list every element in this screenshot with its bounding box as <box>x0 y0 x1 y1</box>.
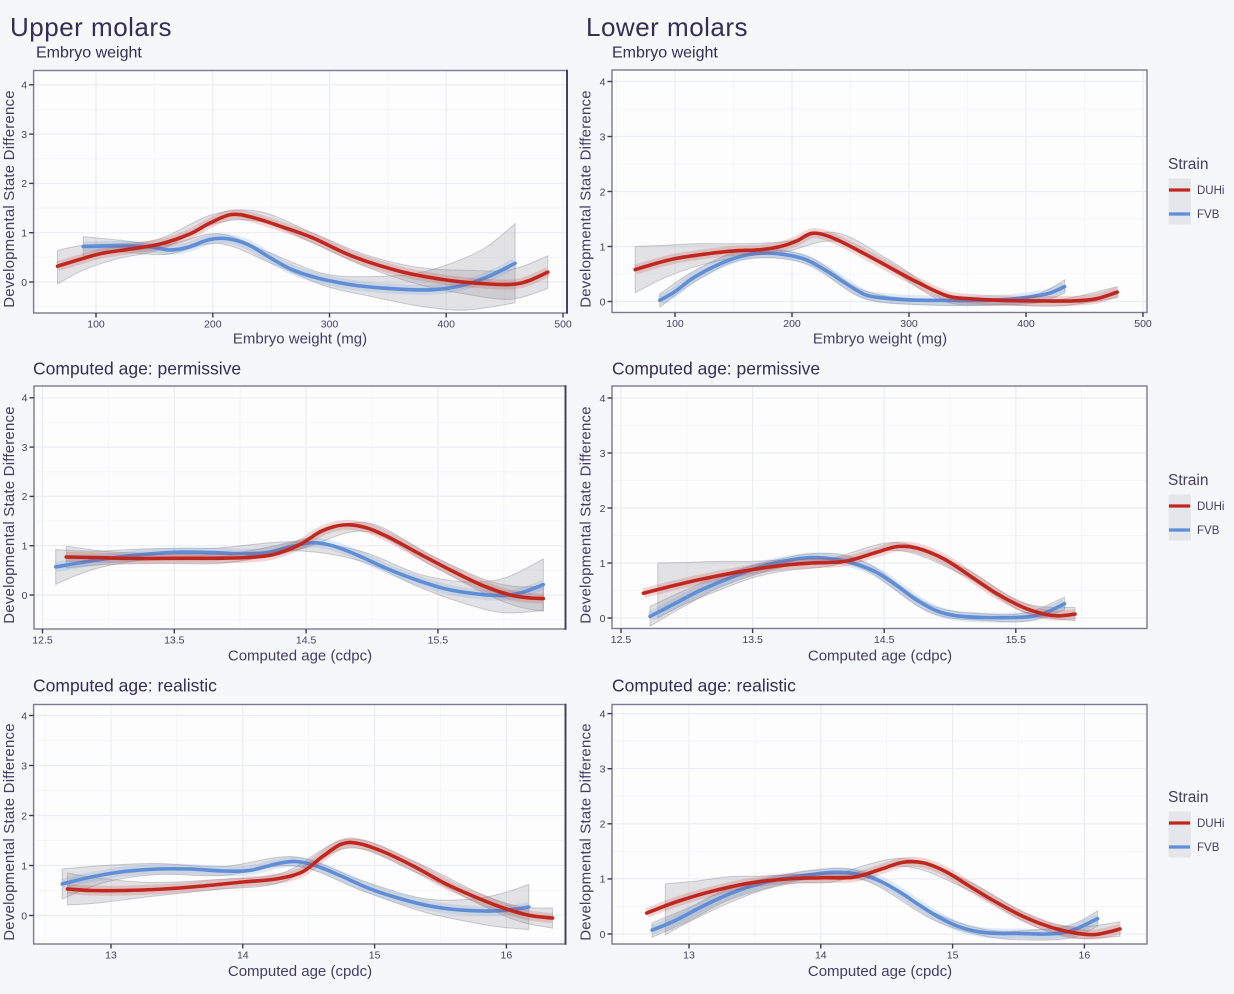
svg-text:1: 1 <box>21 860 27 872</box>
svg-text:4: 4 <box>21 710 27 722</box>
svg-text:100: 100 <box>87 319 105 331</box>
svg-text:400: 400 <box>437 319 455 331</box>
svg-text:Developmental State Difference: Developmental State Difference <box>1 406 18 624</box>
svg-text:15: 15 <box>947 950 959 962</box>
svg-text:FVB: FVB <box>1197 842 1220 854</box>
svg-text:16: 16 <box>1079 950 1091 962</box>
svg-text:2: 2 <box>600 186 606 198</box>
svg-text:Embryo weight: Embryo weight <box>612 45 718 62</box>
svg-text:1: 1 <box>600 241 606 253</box>
svg-text:DUHi: DUHi <box>1197 501 1224 513</box>
svg-text:Developmental State Difference: Developmental State Difference <box>578 406 595 624</box>
svg-text:2: 2 <box>22 491 28 503</box>
svg-text:0: 0 <box>21 277 27 289</box>
svg-text:1: 1 <box>21 228 27 240</box>
svg-text:13: 13 <box>683 950 695 962</box>
svg-text:Embryo weight (mg): Embryo weight (mg) <box>233 331 367 348</box>
svg-text:Embryo weight: Embryo weight <box>36 45 142 62</box>
svg-text:Computed age (cdpc): Computed age (cdpc) <box>808 648 952 665</box>
svg-text:0: 0 <box>600 613 606 625</box>
svg-text:3: 3 <box>600 764 606 776</box>
svg-text:Computed age (cdpc): Computed age (cdpc) <box>228 648 372 665</box>
svg-text:Upper molars: Upper molars <box>10 12 172 42</box>
svg-text:100: 100 <box>666 318 684 330</box>
svg-text:14: 14 <box>815 950 827 962</box>
svg-text:Computed age: permissive: Computed age: permissive <box>33 359 241 379</box>
svg-text:200: 200 <box>783 318 801 330</box>
svg-text:300: 300 <box>900 318 918 330</box>
svg-text:12.5: 12.5 <box>611 634 632 646</box>
svg-text:2: 2 <box>600 819 606 831</box>
svg-text:FVB: FVB <box>1197 525 1220 537</box>
svg-text:3: 3 <box>600 131 606 143</box>
svg-text:2: 2 <box>21 810 27 822</box>
svg-text:4: 4 <box>600 393 606 405</box>
svg-text:14.5: 14.5 <box>874 634 895 646</box>
svg-text:0: 0 <box>600 296 606 308</box>
svg-text:DUHi: DUHi <box>1197 818 1224 830</box>
svg-text:2: 2 <box>600 503 606 515</box>
svg-text:1: 1 <box>22 541 28 553</box>
svg-text:Computed age: permissive: Computed age: permissive <box>612 359 820 379</box>
svg-text:14.5: 14.5 <box>296 635 317 647</box>
svg-text:Computed age (cpdc): Computed age (cpdc) <box>808 963 952 980</box>
svg-text:Strain: Strain <box>1168 156 1209 173</box>
svg-text:200: 200 <box>204 319 222 331</box>
svg-text:Computed age: realistic: Computed age: realistic <box>612 676 796 696</box>
svg-text:300: 300 <box>321 319 339 331</box>
svg-text:Computed age (cpdc): Computed age (cpdc) <box>228 963 372 980</box>
svg-text:Strain: Strain <box>1168 472 1209 489</box>
svg-text:13: 13 <box>105 950 117 962</box>
svg-text:3: 3 <box>21 760 27 772</box>
svg-text:Developmental State Difference: Developmental State Difference <box>1 90 18 308</box>
svg-text:3: 3 <box>22 442 28 454</box>
svg-text:Developmental State Difference: Developmental State Difference <box>578 90 595 308</box>
svg-text:15.5: 15.5 <box>1006 634 1027 646</box>
svg-text:4: 4 <box>22 393 28 405</box>
svg-text:12.5: 12.5 <box>32 635 53 647</box>
svg-text:0: 0 <box>600 929 606 941</box>
svg-text:4: 4 <box>600 76 606 88</box>
svg-text:14: 14 <box>237 950 249 962</box>
svg-text:Computed age: realistic: Computed age: realistic <box>33 676 217 696</box>
svg-text:FVB: FVB <box>1197 209 1220 221</box>
svg-text:Lower molars: Lower molars <box>586 12 748 42</box>
svg-text:15: 15 <box>369 950 381 962</box>
svg-text:4: 4 <box>600 708 606 720</box>
svg-text:500: 500 <box>554 319 572 331</box>
svg-text:400: 400 <box>1017 318 1035 330</box>
svg-text:Developmental State Difference: Developmental State Difference <box>578 723 595 941</box>
svg-text:Embryo weight (mg): Embryo weight (mg) <box>813 331 947 348</box>
svg-text:500: 500 <box>1134 318 1152 330</box>
svg-text:1: 1 <box>600 874 606 886</box>
svg-text:3: 3 <box>21 129 27 141</box>
svg-text:1: 1 <box>600 558 606 570</box>
svg-text:13.5: 13.5 <box>164 635 185 647</box>
svg-text:3: 3 <box>600 448 606 460</box>
svg-text:Strain: Strain <box>1168 789 1209 806</box>
svg-text:0: 0 <box>22 590 28 602</box>
svg-text:16: 16 <box>501 950 513 962</box>
svg-text:0: 0 <box>21 910 27 922</box>
svg-text:13.5: 13.5 <box>742 634 763 646</box>
svg-text:2: 2 <box>21 178 27 190</box>
svg-text:Developmental State Difference: Developmental State Difference <box>1 723 18 941</box>
svg-text:DUHi: DUHi <box>1197 185 1224 197</box>
svg-text:4: 4 <box>21 80 27 92</box>
svg-text:15.5: 15.5 <box>428 635 449 647</box>
